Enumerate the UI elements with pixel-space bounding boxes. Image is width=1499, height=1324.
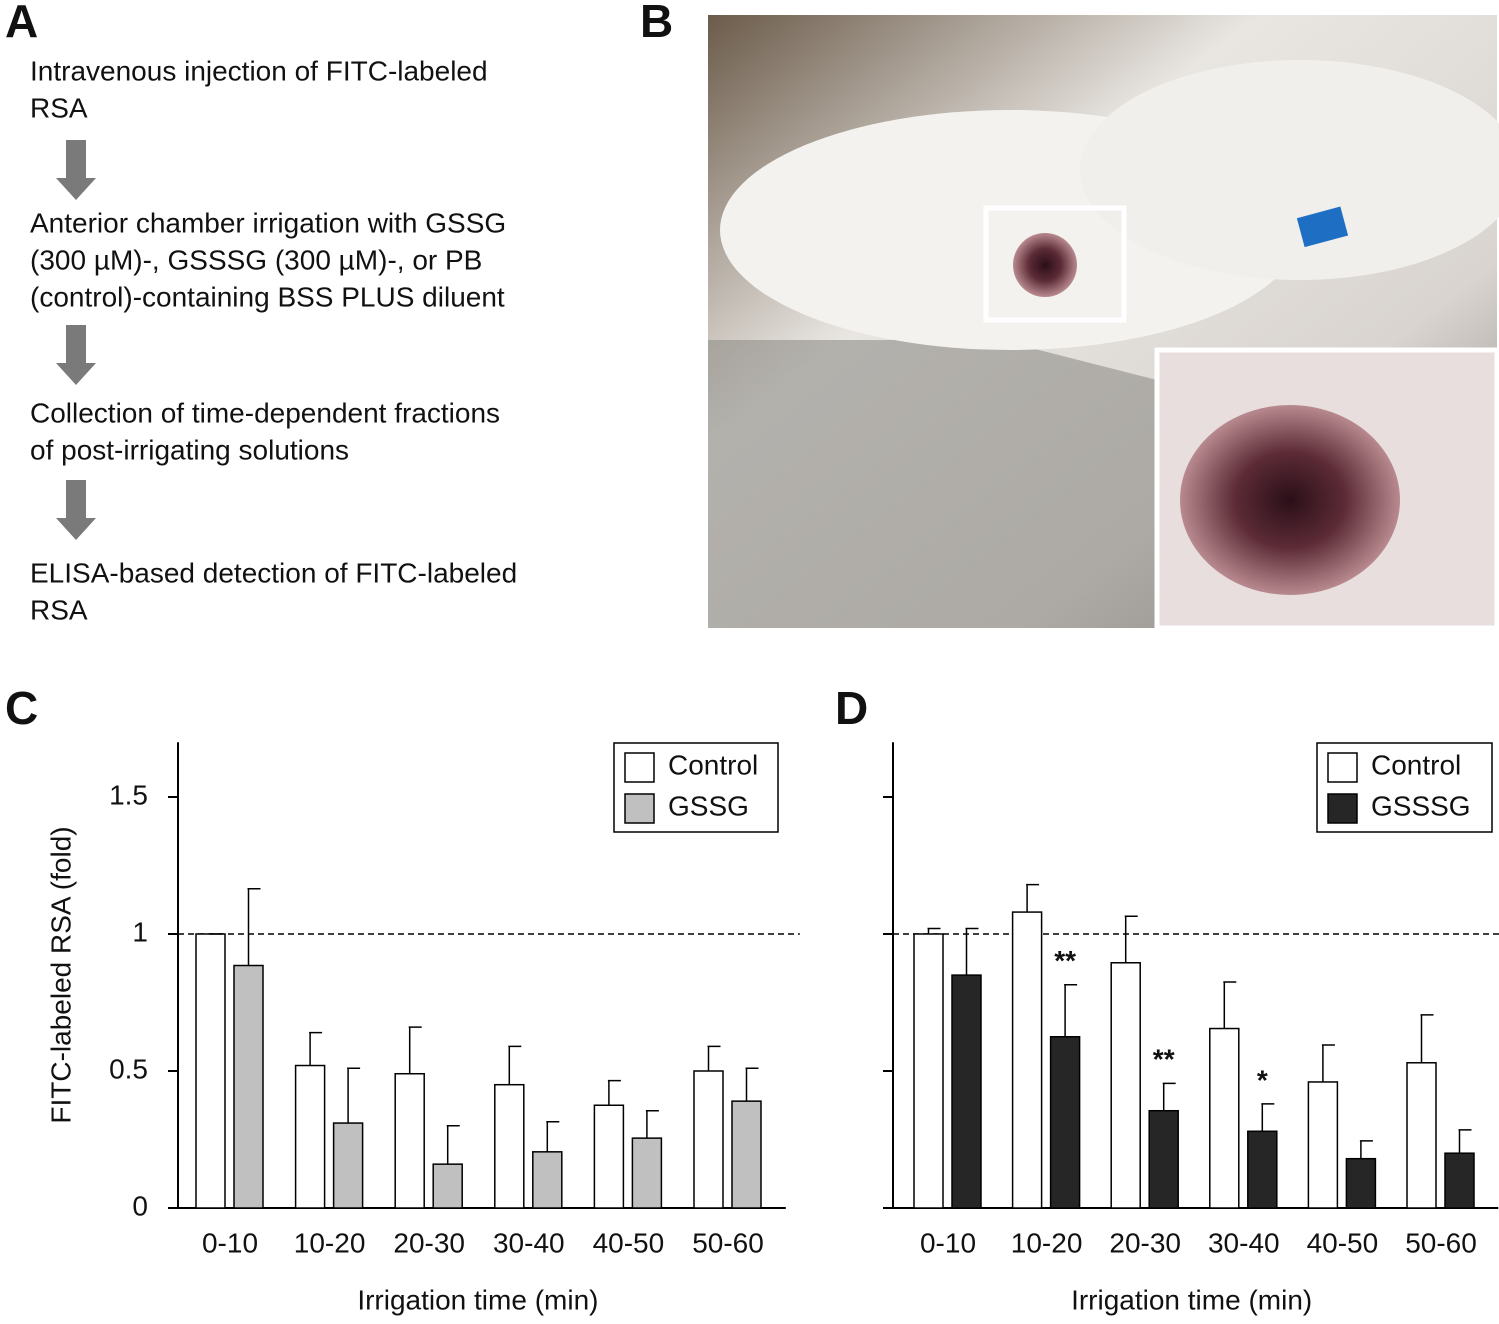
x-tick-label: 20-30 xyxy=(393,1227,465,1258)
bar xyxy=(731,1100,762,1209)
legend-label: Control xyxy=(1371,749,1461,780)
bar xyxy=(1444,1152,1475,1209)
bar xyxy=(494,1083,525,1209)
bar xyxy=(294,1064,326,1209)
legend-label: GSSSG xyxy=(1371,790,1471,821)
bar xyxy=(1011,911,1043,1209)
x-tick-label: 40-50 xyxy=(1307,1227,1379,1258)
y-axis-label: FITC-labeled RSA (fold) xyxy=(45,826,76,1123)
bar xyxy=(332,1122,364,1209)
flow-step: ELISA-based detection of FITC-labeled xyxy=(30,557,517,588)
significance-label: ** xyxy=(1054,945,1076,976)
bar xyxy=(394,1072,425,1209)
legend-swatch xyxy=(624,752,655,783)
bar xyxy=(432,1163,463,1209)
error-bar xyxy=(408,1026,422,1074)
error-bar xyxy=(347,1067,361,1124)
x-tick-label: 40-50 xyxy=(593,1227,665,1258)
significance-label: ** xyxy=(1153,1044,1175,1075)
bar xyxy=(1406,1062,1437,1209)
flow-step: Collection of time-dependent fractions xyxy=(30,397,500,428)
bar xyxy=(1307,1081,1339,1209)
error-bar xyxy=(1124,915,1138,963)
bar xyxy=(913,933,944,1209)
error-bar xyxy=(309,1031,323,1066)
y-tick-label: 0.5 xyxy=(109,1053,148,1084)
error-bar xyxy=(1420,1014,1434,1063)
bar xyxy=(532,1151,563,1209)
bar xyxy=(1110,962,1141,1209)
bar xyxy=(951,974,982,1209)
flow-arrows xyxy=(56,140,96,540)
error-bar xyxy=(1162,1082,1176,1111)
bar xyxy=(1247,1130,1278,1209)
panel-label: A xyxy=(5,0,38,47)
x-tick-label: 10-20 xyxy=(1011,1227,1083,1258)
legend-label: Control xyxy=(668,749,758,780)
x-tick-label: 10-20 xyxy=(294,1227,366,1258)
error-bar xyxy=(1261,1103,1275,1132)
error-bar xyxy=(645,1109,659,1139)
error-bar xyxy=(1359,1140,1373,1159)
error-bar xyxy=(927,927,941,934)
error-bar xyxy=(508,1045,522,1085)
x-tick-label: 30-40 xyxy=(1208,1227,1280,1258)
flow-step: Anterior chamber irrigation with GSSG xyxy=(30,207,506,238)
legend-swatch xyxy=(1327,793,1358,824)
y-tick-label: 1.5 xyxy=(109,779,148,810)
bar xyxy=(233,964,264,1209)
bar xyxy=(1345,1157,1377,1209)
error-bar xyxy=(1223,981,1237,1029)
photo xyxy=(708,15,1499,631)
flow-step: Intravenous injection of FITC-labeled xyxy=(30,55,488,86)
error-bar xyxy=(607,1079,621,1106)
flow-step: (300 µM)-, GSSSG (300 µM)-, or PB xyxy=(30,244,482,275)
flow-step: RSA xyxy=(30,92,88,123)
x-axis-label: Irrigation time (min) xyxy=(357,1284,598,1315)
flow-step: of post-irrigating solutions xyxy=(30,434,349,465)
bar xyxy=(1148,1109,1179,1209)
error-bar xyxy=(1026,883,1040,913)
panel-label: D xyxy=(835,682,868,734)
y-tick-label: 0 xyxy=(132,1190,148,1221)
x-tick-label: 0-10 xyxy=(920,1227,976,1258)
error-bar xyxy=(707,1045,721,1071)
error-bar xyxy=(1064,983,1078,1037)
bar xyxy=(1209,1027,1240,1209)
x-tick-label: 50-60 xyxy=(692,1227,764,1258)
bar xyxy=(195,933,226,1209)
error-bar xyxy=(745,1067,759,1102)
legend-label: GSSG xyxy=(668,790,749,821)
error-bar xyxy=(1321,1044,1335,1082)
flow-step: (control)-containing BSS PLUS diluent xyxy=(30,281,505,312)
legend-swatch xyxy=(624,793,655,824)
error-bar xyxy=(446,1125,460,1165)
panel-label: B xyxy=(640,0,673,47)
x-tick-label: 30-40 xyxy=(493,1227,565,1258)
y-tick-label: 1 xyxy=(132,916,148,947)
x-tick-label: 50-60 xyxy=(1405,1227,1477,1258)
error-bar xyxy=(546,1120,560,1152)
x-axis-label: Irrigation time (min) xyxy=(1071,1284,1312,1315)
bar xyxy=(693,1070,724,1209)
bar xyxy=(1049,1036,1081,1209)
panel-label: C xyxy=(5,682,38,734)
error-bar xyxy=(247,888,261,966)
error-bar xyxy=(965,927,979,976)
legend-swatch xyxy=(1327,752,1358,783)
bar xyxy=(631,1137,663,1209)
x-tick-label: 20-30 xyxy=(1109,1227,1181,1258)
x-tick-label: 0-10 xyxy=(202,1227,258,1258)
flow-step: RSA xyxy=(30,594,88,625)
significance-label: * xyxy=(1257,1064,1268,1095)
error-bar xyxy=(1458,1129,1472,1154)
bar xyxy=(593,1104,625,1209)
